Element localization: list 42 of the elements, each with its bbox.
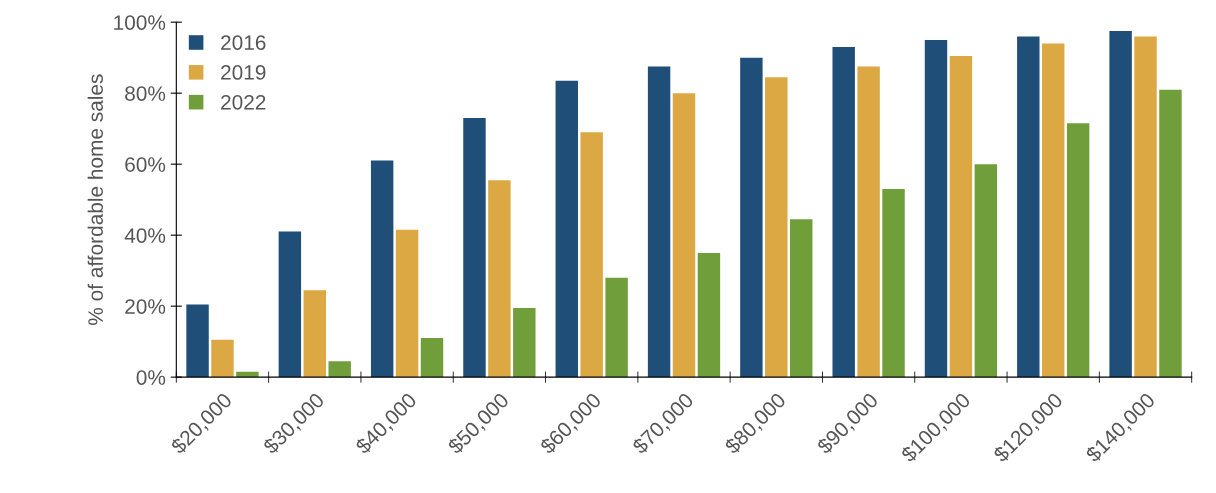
bar bbox=[1042, 43, 1065, 378]
bar bbox=[765, 77, 788, 378]
bar bbox=[605, 277, 628, 378]
y-tick-label: 0% bbox=[136, 370, 166, 385]
bar bbox=[513, 307, 536, 378]
bar bbox=[832, 47, 855, 378]
bar bbox=[186, 304, 209, 378]
bar bbox=[924, 39, 948, 378]
bar bbox=[211, 339, 234, 378]
bar bbox=[580, 132, 603, 378]
bar bbox=[790, 219, 813, 378]
bar bbox=[278, 231, 302, 378]
y-tick-label: 100% bbox=[114, 15, 166, 30]
bar bbox=[463, 118, 486, 378]
bar bbox=[1109, 31, 1132, 378]
bar bbox=[1159, 89, 1182, 378]
legend-label: 2022 bbox=[221, 94, 266, 110]
bar bbox=[949, 55, 973, 378]
bar bbox=[1017, 36, 1040, 378]
bar bbox=[697, 252, 721, 378]
bar bbox=[395, 229, 419, 378]
bar bbox=[857, 66, 880, 378]
bar bbox=[555, 80, 578, 378]
legend-label: 2019 bbox=[221, 65, 266, 80]
bar bbox=[1066, 123, 1090, 378]
y-tick-label: 80% bbox=[125, 86, 166, 101]
bar bbox=[1134, 36, 1157, 378]
bar bbox=[488, 180, 511, 378]
y-tick-label: 20% bbox=[125, 299, 166, 314]
legend-label: 2016 bbox=[221, 35, 266, 50]
bar bbox=[370, 160, 394, 378]
bar bbox=[672, 93, 696, 378]
bar bbox=[328, 361, 351, 378]
bar bbox=[974, 164, 998, 378]
bar bbox=[647, 66, 671, 378]
y-axis-title: % of affordable home sales bbox=[87, 74, 103, 325]
y-tick-label: 60% bbox=[125, 157, 166, 172]
bar bbox=[882, 189, 905, 378]
bar bbox=[420, 338, 444, 378]
bar bbox=[303, 290, 326, 378]
y-tick-label: 40% bbox=[124, 228, 166, 243]
bar bbox=[740, 57, 763, 378]
